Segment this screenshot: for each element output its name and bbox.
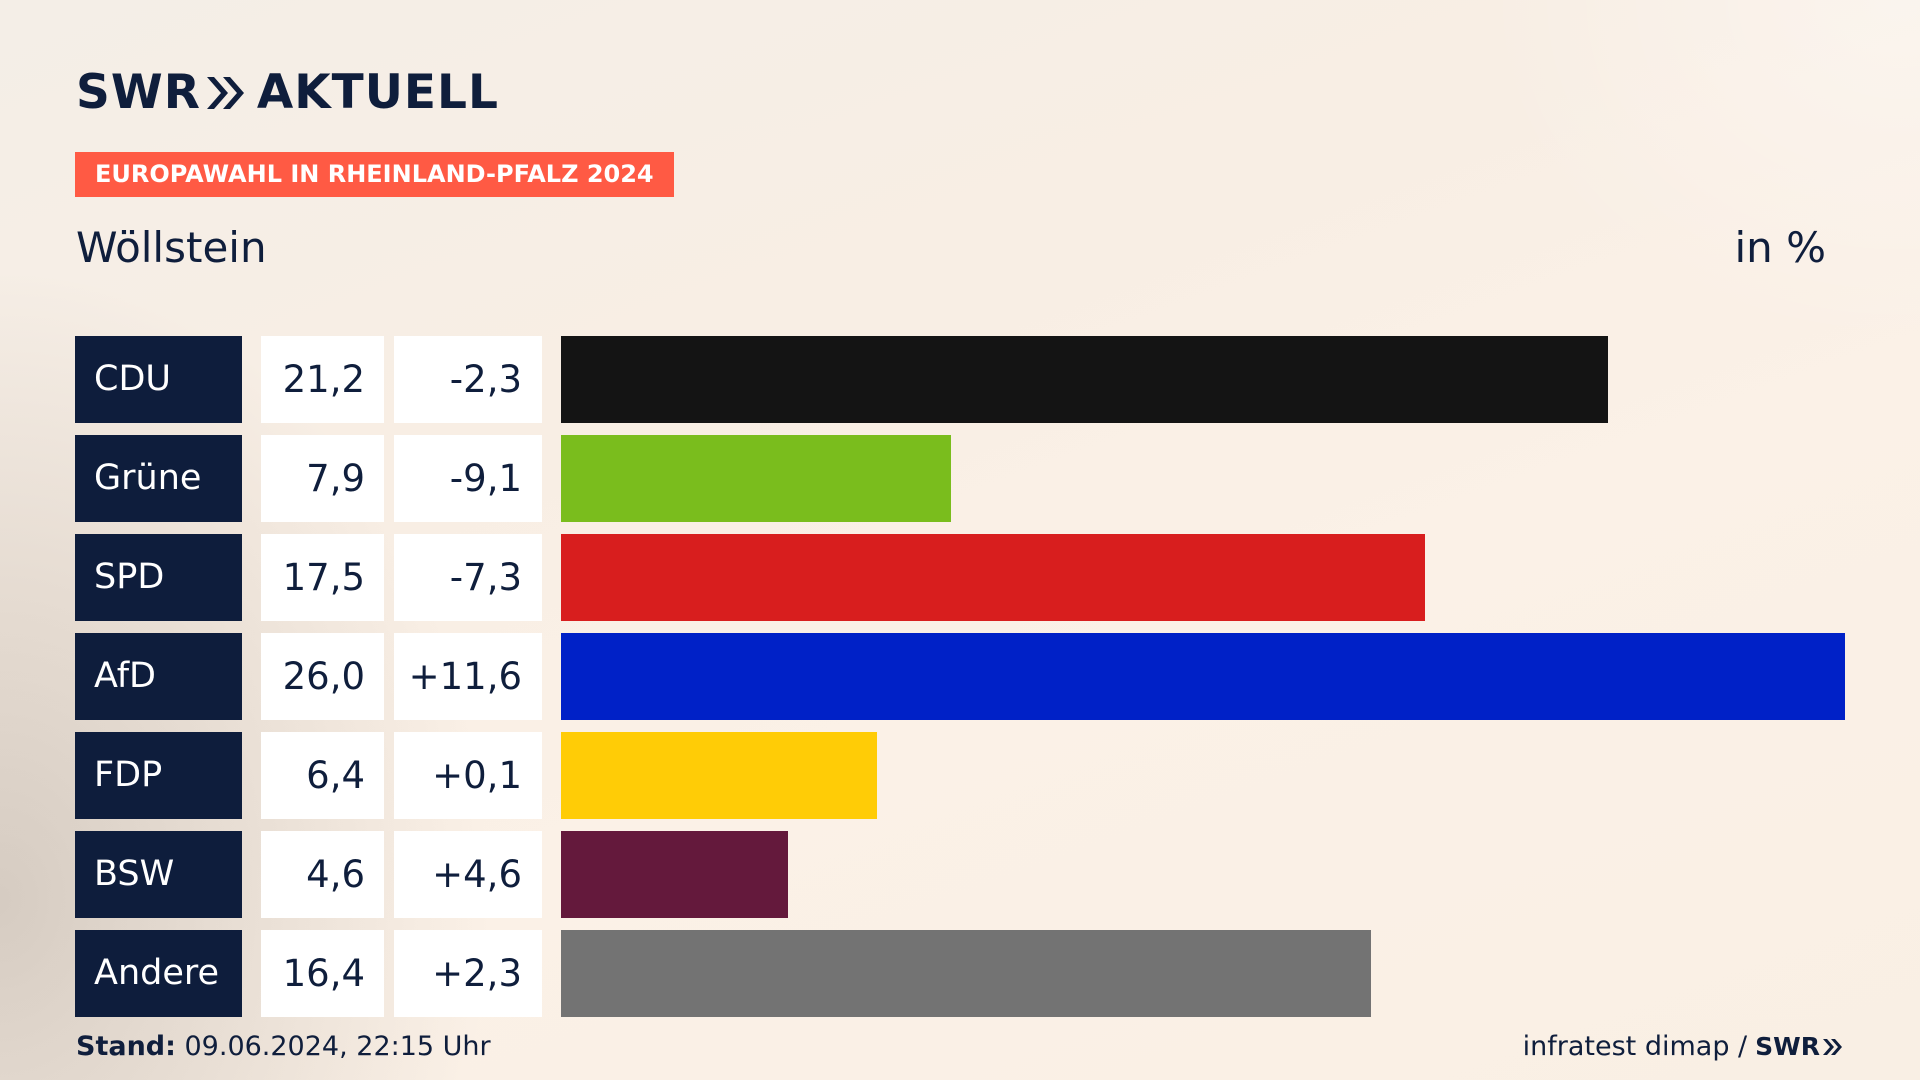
party-label: SPD: [75, 534, 242, 621]
value-label: 6,4: [261, 732, 384, 819]
change-label: -2,3: [394, 336, 542, 423]
stand-value: 09.06.2024, 22:15 Uhr: [175, 1031, 491, 1062]
result-row: BSW 4,6 +4,6: [75, 831, 1845, 918]
bar: [561, 534, 1425, 621]
change-label: -9,1: [394, 435, 542, 522]
change-label: +2,3: [394, 930, 542, 1017]
double-chevron-icon: [206, 77, 244, 109]
value-label: 7,9: [261, 435, 384, 522]
result-row: Grüne 7,9 -9,1: [75, 435, 1845, 522]
party-label: FDP: [75, 732, 242, 819]
party-label: CDU: [75, 336, 242, 423]
value-label: 26,0: [261, 633, 384, 720]
logo-aktuell-text: AKTUELL: [256, 65, 499, 120]
change-label: +11,6: [394, 633, 542, 720]
bar: [561, 732, 877, 819]
bar: [561, 633, 1845, 720]
source-credit: infratest dimap / SWR: [1523, 1030, 1844, 1064]
result-row: CDU 21,2 -2,3: [75, 336, 1845, 423]
bar: [561, 831, 788, 918]
change-label: -7,3: [394, 534, 542, 621]
place-title: Wöllstein: [76, 223, 267, 272]
bar: [561, 435, 951, 522]
party-label: AfD: [75, 633, 242, 720]
bar: [561, 930, 1371, 1017]
party-label: Grüne: [75, 435, 242, 522]
party-label: Andere: [75, 930, 242, 1017]
unit-label: in %: [1734, 223, 1826, 272]
value-label: 4,6: [261, 831, 384, 918]
election-tag: EUROPAWAHL IN RHEINLAND-PFALZ 2024: [75, 152, 674, 197]
swr-aktuell-logo: SWR AKTUELL: [76, 66, 499, 120]
footer-double-chevron-icon: [1823, 1039, 1842, 1055]
footer-swr-logo: SWR: [1755, 1032, 1820, 1061]
value-label: 16,4: [261, 930, 384, 1017]
bar: [561, 336, 1608, 423]
source-text: infratest dimap /: [1522, 1031, 1748, 1062]
result-row: FDP 6,4 +0,1: [75, 732, 1845, 819]
result-row: SPD 17,5 -7,3: [75, 534, 1845, 621]
change-label: +0,1: [394, 732, 542, 819]
logo-swr-text: SWR: [76, 65, 201, 120]
value-label: 21,2: [261, 336, 384, 423]
result-row: AfD 26,0 +11,6: [75, 633, 1845, 720]
result-row: Andere 16,4 +2,3: [75, 930, 1845, 1017]
timestamp: Stand: 09.06.2024, 22:15 Uhr: [76, 1030, 491, 1064]
change-label: +4,6: [394, 831, 542, 918]
stand-label: Stand:: [76, 1031, 176, 1062]
party-label: BSW: [75, 831, 242, 918]
value-label: 17,5: [261, 534, 384, 621]
